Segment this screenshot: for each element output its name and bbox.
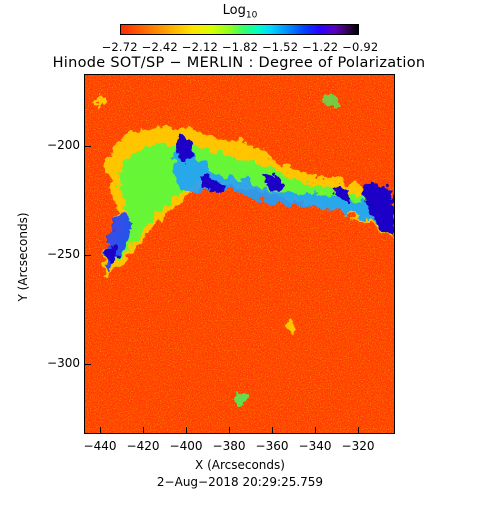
y-axis-label: Y (Arcseconds) <box>16 212 30 302</box>
y-tick-mark <box>84 364 91 365</box>
y-tick-label: −300 <box>47 356 80 370</box>
observation-timestamp: 2−Aug−2018 20:29:25.759 <box>156 475 324 489</box>
x-tick-mark <box>186 427 187 434</box>
x-tick-mark <box>229 427 230 434</box>
x-tick-label: −440 <box>83 439 117 453</box>
x-tick-mark <box>358 427 359 434</box>
y-tick-mark <box>84 255 91 256</box>
y-tick-label: −250 <box>47 247 80 261</box>
network-structure <box>94 92 394 407</box>
x-tick-label: −420 <box>126 439 160 453</box>
x-tick-label: −320 <box>341 439 375 453</box>
x-tick-label: −360 <box>255 439 289 453</box>
plot-title: Hinode SOT/SP − MERLIN : Degree of Polar… <box>52 55 426 71</box>
colorbar-title: Log10 <box>222 3 258 21</box>
y-tick-mark <box>84 146 91 147</box>
x-tick-label: −340 <box>298 439 332 453</box>
y-tick-label: −200 <box>47 138 80 152</box>
x-tick-mark <box>143 427 144 434</box>
colorbar-tick-labels: −2.72 −2.42 −2.12 −1.82 −1.52 −1.22 −0.9… <box>101 40 379 54</box>
x-tick-label: −380 <box>212 439 246 453</box>
x-axis-label: X (Arcseconds) <box>195 458 285 472</box>
x-tick-mark <box>100 427 101 434</box>
polarization-map-image <box>85 75 394 433</box>
colorbar <box>120 24 359 35</box>
x-tick-mark <box>315 427 316 434</box>
polarization-map <box>84 74 395 434</box>
x-tick-mark <box>272 427 273 434</box>
x-tick-label: −400 <box>169 439 203 453</box>
